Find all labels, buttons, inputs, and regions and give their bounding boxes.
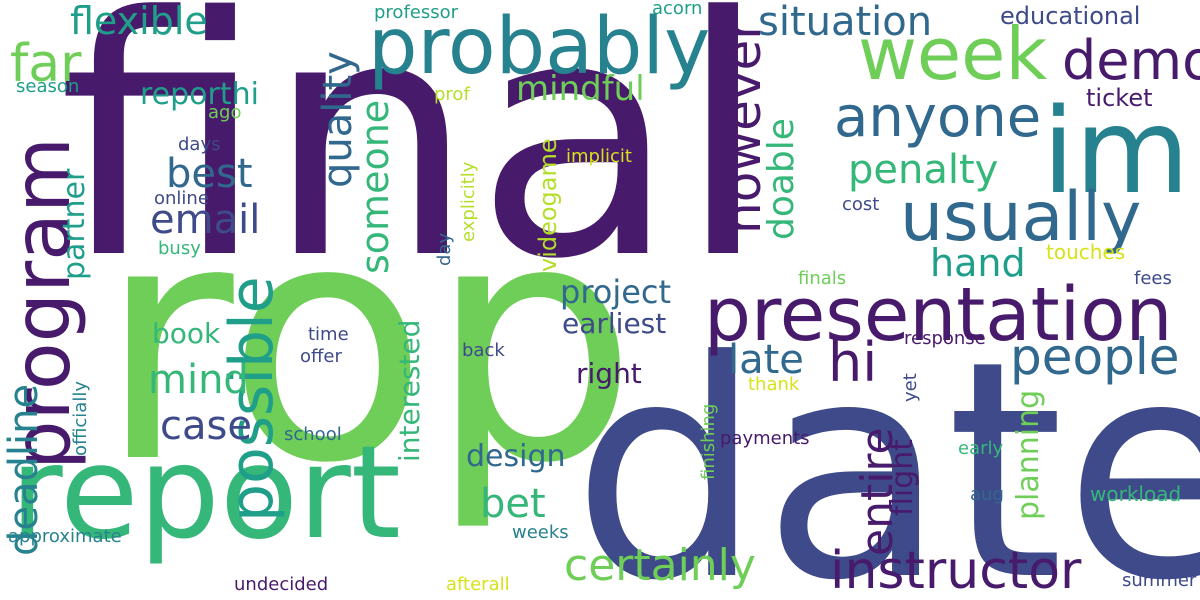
- word-someone: someone: [353, 99, 397, 274]
- word-afterall: afterall: [446, 574, 510, 595]
- word-late: late: [728, 337, 804, 383]
- word-date: date: [572, 297, 1200, 600]
- word-ticket: ticket: [1086, 84, 1153, 112]
- word-videogame: videogame: [534, 138, 562, 272]
- word-im: im: [1042, 82, 1190, 220]
- word-case: case: [160, 403, 252, 449]
- word-final: final: [58, 0, 769, 331]
- word-payments: payments: [720, 428, 810, 449]
- word-rop: rop: [98, 151, 638, 535]
- word-busy: busy: [158, 238, 201, 259]
- word-design: design: [466, 439, 566, 474]
- word-prof: prof: [434, 84, 470, 105]
- word-flight: flight: [885, 438, 920, 516]
- word-usually: usually: [900, 178, 1142, 257]
- word-mind: mind: [148, 357, 249, 403]
- word-doable: doable: [761, 118, 802, 240]
- word-time: time: [308, 324, 349, 345]
- word-earliest: earliest: [562, 307, 667, 340]
- word-finals: finals: [798, 268, 847, 289]
- word-early: early: [958, 438, 1004, 459]
- word-season: season: [16, 76, 80, 97]
- word-day: day: [434, 232, 455, 266]
- word-explicitly: explicitly: [458, 161, 479, 242]
- word-penalty: penalty: [848, 147, 999, 193]
- word-yet: yet: [900, 373, 921, 402]
- word-people: people: [1010, 328, 1180, 386]
- word-planning: planning: [1011, 389, 1046, 520]
- word-days: days: [178, 134, 221, 155]
- word-online: online: [154, 188, 209, 209]
- word-instructor: instructor: [830, 541, 1082, 600]
- word-week: week: [858, 12, 1048, 96]
- word-back: back: [462, 340, 505, 361]
- word-report: report: [10, 419, 401, 568]
- word-ago: ago: [208, 102, 242, 123]
- word-offer: offer: [300, 346, 342, 367]
- word-best: best: [166, 151, 253, 197]
- word-hi: hi: [828, 331, 878, 394]
- word-fees: fees: [1134, 268, 1172, 289]
- word-far: far: [10, 34, 82, 94]
- word-school: school: [284, 424, 342, 445]
- word-project: project: [560, 273, 672, 311]
- word-hand: hand: [930, 241, 1026, 285]
- word-email: email: [150, 197, 261, 243]
- word-undecided: undecided: [234, 574, 329, 595]
- word-thank: thank: [748, 374, 800, 395]
- word-summer: summer: [1122, 570, 1197, 591]
- word-cost: cost: [842, 194, 880, 215]
- word-acorn: acorn: [652, 0, 703, 19]
- word-situation: situation: [758, 0, 933, 45]
- word-aug: aug: [970, 484, 1004, 505]
- word-quality: quality: [315, 51, 361, 188]
- word-interested: interested: [393, 319, 426, 462]
- word-certainly: certainly: [564, 540, 756, 591]
- word-bet: bet: [480, 481, 546, 527]
- word-professor: professor: [374, 2, 459, 23]
- word-touches: touches: [1046, 240, 1126, 264]
- word-book: book: [152, 317, 221, 350]
- word-reporthi: reporthi: [140, 77, 259, 112]
- word-educational: educational: [1000, 2, 1141, 30]
- word-approximate: approximate: [8, 526, 122, 547]
- word-demo: demo: [1062, 29, 1200, 92]
- word-finishing: finishing: [698, 403, 719, 480]
- word-response: response: [904, 328, 986, 349]
- word-workload: workload: [1090, 482, 1182, 506]
- word-flexible: flexible: [70, 0, 208, 43]
- word-anyone: anyone: [834, 85, 1042, 150]
- word-probably: probably: [368, 2, 711, 92]
- word-mindful: mindful: [516, 69, 645, 109]
- word-right: right: [576, 357, 642, 390]
- word-implicit: implicit: [566, 146, 632, 167]
- word-presentation: presentation: [704, 272, 1173, 358]
- word-officially: officially: [70, 381, 91, 456]
- word-weeks: weeks: [512, 522, 569, 543]
- word-partner: partner: [57, 168, 92, 280]
